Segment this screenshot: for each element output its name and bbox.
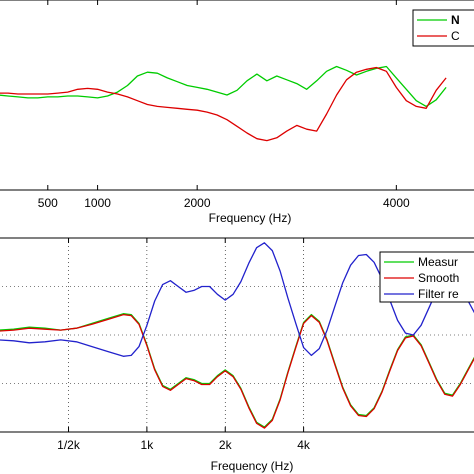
- bottom-series-line-2: [0, 313, 474, 429]
- top-x-tick-label: 4000: [383, 196, 410, 210]
- bottom-series-line-3: [0, 242, 474, 357]
- bottom-legend-label: Measur: [418, 255, 458, 269]
- bottom-legend-label: Smooth: [418, 271, 459, 285]
- top-x-axis-label: Frequency (Hz): [209, 211, 292, 225]
- top-legend-label: C: [451, 29, 460, 43]
- bottom-grid: [0, 238, 474, 432]
- bottom-legend: Measur Smooth Filter re: [379, 251, 474, 303]
- top-x-tick-label: 2000: [184, 196, 211, 210]
- bottom-x-ticks: 1/2k 1k 2k 4k: [57, 238, 311, 452]
- bottom-panel: 1/2k 1k 2k 4k Frequency (Hz) Measur Smooth Fi…: [0, 237, 474, 473]
- bottom-legend-label: Filter re: [418, 287, 459, 301]
- top-plot-lines: [0, 65, 447, 142]
- bottom-x-axis-label: Frequency (Hz): [211, 459, 294, 473]
- bottom-x-tick-label: 1k: [141, 438, 155, 452]
- top-series-line-2: [0, 66, 447, 142]
- top-x-tick-label: 1000: [84, 196, 111, 210]
- top-legend-box: [412, 9, 474, 47]
- top-legend: NC: [412, 9, 474, 47]
- top-legend-label: N: [451, 13, 460, 27]
- bottom-x-tick-label: 2k: [219, 438, 233, 452]
- top-x-ticks: 500 1000 2000 4000: [38, 0, 410, 210]
- top-x-tick-label: 500: [38, 196, 58, 210]
- top-series-line-1: [0, 65, 447, 108]
- bottom-x-tick-label: 1/2k: [57, 438, 81, 452]
- bottom-axes-frame: [0, 237, 474, 433]
- top-panel: 500 1000 2000 4000 Frequency (Hz) NC: [0, 0, 474, 225]
- bottom-x-tick-label: 4k: [297, 438, 311, 452]
- bottom-plot-lines: [0, 242, 474, 429]
- top-axes-frame: [0, 0, 474, 191]
